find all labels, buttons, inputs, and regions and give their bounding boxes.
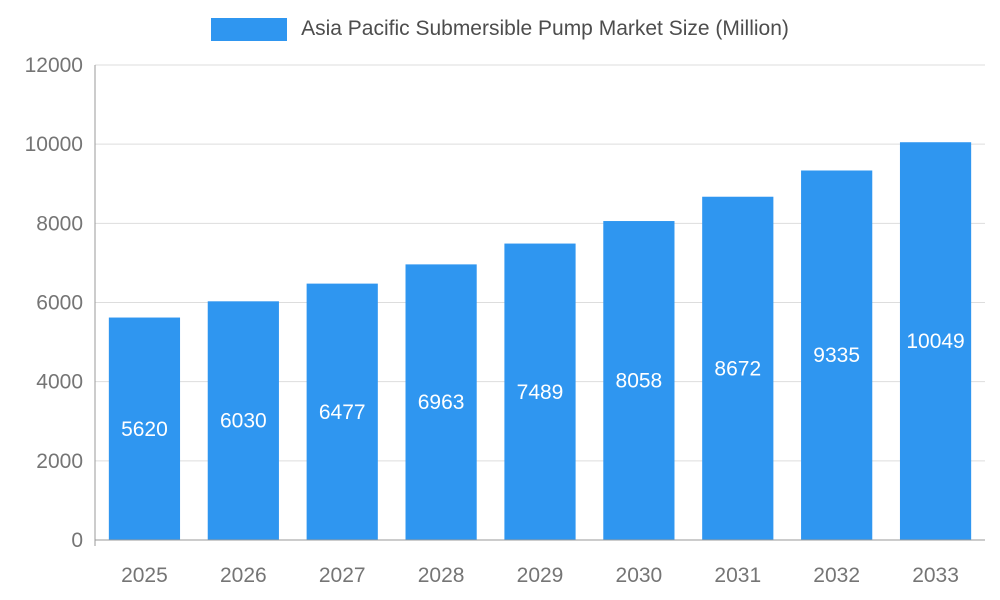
bar-value-label: 6477 [319,401,366,424]
bar-value-label: 7489 [517,381,564,404]
y-tick-label: 8000 [36,212,83,235]
bar-2032[interactable] [801,170,873,541]
y-tick-label: 2000 [36,450,83,473]
legend-swatch-icon [211,17,288,41]
bar-2027[interactable] [306,283,378,540]
bar-2031[interactable] [702,196,774,540]
legend[interactable]: Asia Pacific Submersible Pump Market Siz… [0,14,1000,44]
y-tick-label: 6000 [36,292,83,315]
x-tick-label: 2032 [813,564,860,587]
y-tick-label: 12000 [25,54,83,77]
bar-value-label: 10049 [906,330,964,353]
x-tick-label: 2031 [714,564,761,587]
bar-2026[interactable] [207,301,279,540]
y-tick-label: 4000 [36,371,83,394]
x-tick-label: 2025 [121,564,168,587]
bar-2028[interactable] [405,264,477,540]
bar-2025[interactable] [108,317,181,540]
x-tick-label: 2026 [220,564,267,587]
x-tick-label: 2030 [616,564,663,587]
x-tick-label: 2028 [418,564,465,587]
legend-label: Asia Pacific Submersible Pump Market Siz… [301,17,789,40]
bar-value-label: 5620 [121,418,168,441]
x-tick-label: 2029 [517,564,564,587]
bar-value-label: 8672 [714,357,761,380]
bar-value-label: 9335 [813,344,860,367]
y-tick-label: 0 [71,529,83,552]
bar-2030[interactable] [603,221,675,540]
bar-2029[interactable] [504,243,576,540]
bar-2033[interactable] [899,142,972,540]
bar-value-label: 6963 [418,391,465,414]
x-tick-label: 2027 [319,564,366,587]
y-tick-label: 10000 [25,133,83,156]
bar-value-label: 8058 [616,370,663,393]
x-tick-label: 2033 [912,564,959,587]
bar-value-label: 6030 [220,410,267,433]
